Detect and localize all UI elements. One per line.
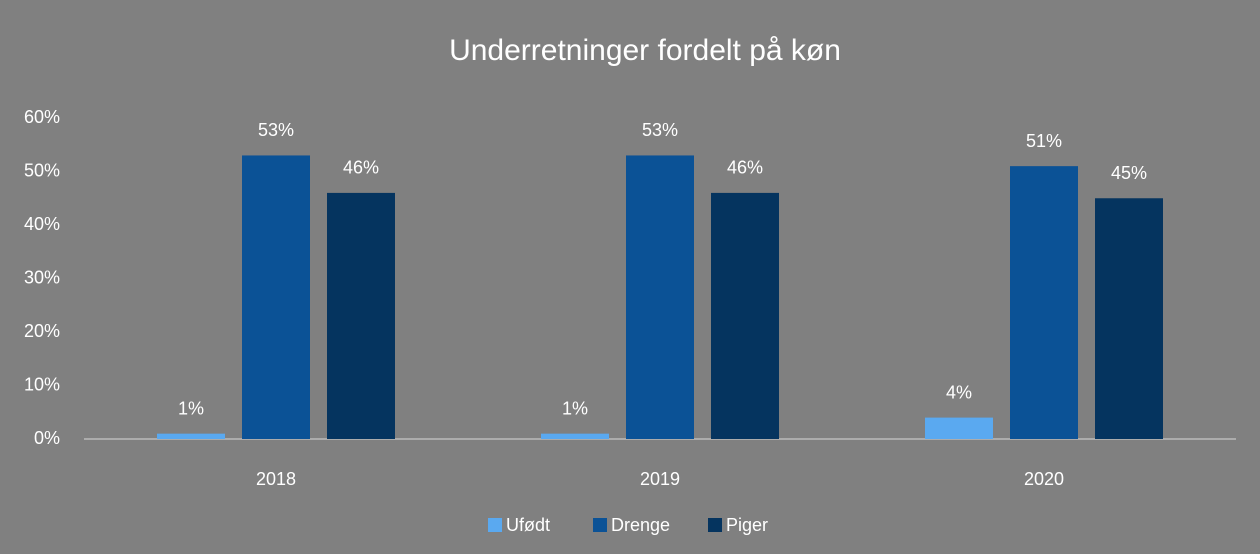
value-label: 1% [562, 398, 588, 418]
legend-swatch [708, 518, 722, 532]
value-label: 46% [727, 158, 763, 178]
value-label: 45% [1111, 163, 1147, 183]
bar [1010, 166, 1078, 439]
y-tick-label: 30% [24, 267, 60, 287]
y-tick-label: 50% [24, 160, 60, 180]
value-label: 4% [946, 382, 972, 402]
y-tick-label: 40% [24, 214, 60, 234]
legend-swatch [593, 518, 607, 532]
value-label: 53% [642, 120, 678, 140]
bar [157, 433, 225, 439]
bar [711, 192, 779, 439]
legend-label: Ufødt [506, 515, 550, 535]
value-label: 53% [258, 120, 294, 140]
bar [925, 417, 993, 439]
legend-label: Piger [726, 515, 768, 535]
legend-swatch [488, 518, 502, 532]
legend-label: Drenge [611, 515, 670, 535]
y-tick-label: 0% [34, 428, 60, 448]
value-label: 51% [1026, 131, 1062, 151]
bar [626, 155, 694, 439]
bar [541, 433, 609, 439]
y-tick-label: 10% [24, 374, 60, 394]
x-tick-label: 2018 [256, 469, 296, 489]
value-label: 1% [178, 398, 204, 418]
y-tick-label: 20% [24, 321, 60, 341]
y-tick-label: 60% [24, 107, 60, 127]
value-label: 46% [343, 158, 379, 178]
bar [327, 192, 395, 439]
bar [242, 155, 310, 439]
x-tick-label: 2019 [640, 469, 680, 489]
bar [1095, 198, 1163, 439]
x-tick-label: 2020 [1024, 469, 1064, 489]
chart-title: Underretninger fordelt på køn [449, 34, 841, 67]
